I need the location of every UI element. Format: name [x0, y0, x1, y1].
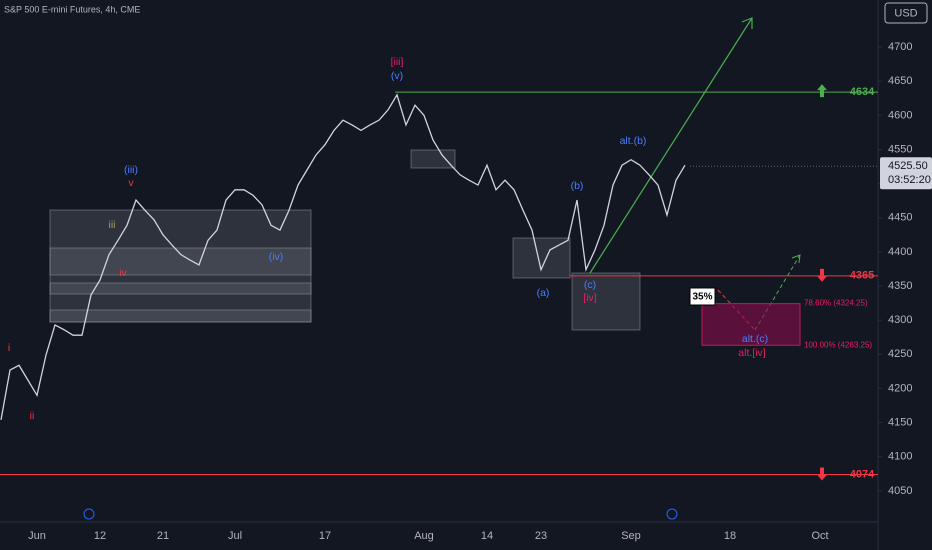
countdown: 03:52:20	[888, 174, 931, 186]
zone	[49, 247, 312, 276]
price-tag	[880, 157, 932, 190]
x-tick-label: 23	[535, 530, 547, 542]
level-label: 4074	[850, 468, 875, 480]
level-label: 4634	[850, 86, 875, 98]
y-tick-label: 4050	[888, 485, 912, 497]
x-tick-label: 12	[94, 530, 106, 542]
x-tick-label: Aug	[414, 530, 434, 542]
level-arrow	[817, 268, 827, 282]
icon[interactable]	[666, 508, 678, 520]
zone	[410, 149, 456, 169]
wave-label: v	[128, 177, 134, 189]
wave-label: (c)	[584, 279, 596, 291]
wave-label: ii	[30, 410, 35, 422]
arrow-head	[791, 254, 801, 264]
y-tick-label: 4400	[888, 246, 912, 258]
wave-label: (b)	[571, 180, 584, 192]
arrow-head	[741, 17, 753, 29]
wave-label: (iii)	[124, 164, 138, 176]
zone	[571, 272, 641, 331]
x-tick-label: Sep	[621, 530, 641, 542]
replay-icons	[83, 508, 678, 520]
x-tick-label: Oct	[811, 530, 828, 542]
level-arrow	[817, 467, 827, 481]
wave-label: alt.[iv]	[738, 347, 766, 359]
x-tick-label: 17	[319, 530, 331, 542]
y-tick-label: 4200	[888, 382, 912, 394]
price-line	[0, 93, 686, 420]
probability: 35%	[692, 292, 712, 303]
currency[interactable]: USD	[894, 7, 917, 19]
y-tick-label: 4600	[888, 109, 912, 121]
wave-label: (v)	[391, 70, 403, 82]
x-tick-label: 14	[481, 530, 493, 542]
y-tick-label: 4300	[888, 314, 912, 326]
wave-label: iv	[119, 267, 127, 279]
chart-title: S&P 500 E-mini Futures, 4h, CME	[4, 4, 140, 14]
wave-label: alt.(b)	[620, 135, 647, 147]
currency-box[interactable]	[884, 2, 928, 24]
icon[interactable]	[83, 508, 95, 520]
y-tick-label: 4250	[888, 348, 912, 360]
y-tick-label: 4650	[888, 75, 912, 87]
wave-label: i	[8, 342, 10, 354]
fib-label: 78.60% (4324.25)	[804, 299, 868, 308]
y-tick-label: 4150	[888, 417, 912, 429]
x-tick-label: 18	[724, 530, 736, 542]
wave-label: [iii]	[391, 56, 404, 68]
zone	[49, 309, 312, 323]
wave-label: (a)	[537, 287, 550, 299]
y-tick-label: 4700	[888, 41, 912, 53]
price-tag-label: 4525.50	[888, 160, 928, 172]
zone	[49, 282, 312, 295]
arrow	[589, 17, 753, 274]
y-tick-label: 4100	[888, 451, 912, 463]
wave-label: (iv)	[269, 251, 284, 263]
y-tick-label: 4350	[888, 280, 912, 292]
x-tick-label: Jun	[28, 530, 46, 542]
wave-label: iii	[109, 219, 116, 231]
y-tick-label: 4550	[888, 143, 912, 155]
probability-box	[689, 287, 716, 306]
target-zone	[701, 303, 801, 346]
x-tick-label: Jul	[228, 530, 242, 542]
y-tick-label: 4450	[888, 212, 912, 224]
zone	[49, 209, 312, 323]
level-label: 4365	[850, 270, 874, 282]
wave-label: alt.(c)	[742, 333, 768, 345]
x-tick-label: 21	[157, 530, 169, 542]
zones	[49, 149, 641, 331]
wave-label: [iv]	[583, 292, 597, 304]
fib-label: 100.00% (4263.25)	[804, 340, 872, 349]
level-arrow	[817, 84, 827, 98]
